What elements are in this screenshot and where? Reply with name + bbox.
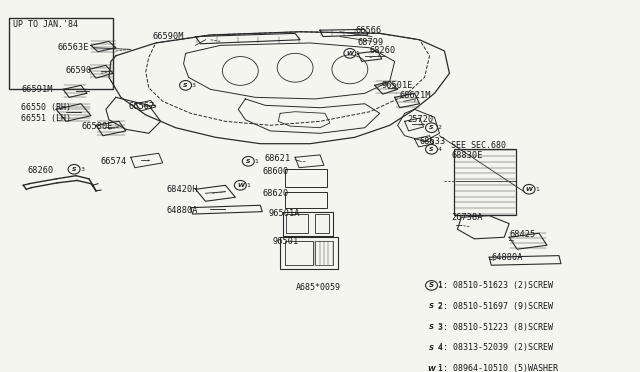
Text: 1: 08510-51623 (2)SCREW: 1: 08510-51623 (2)SCREW <box>438 281 554 290</box>
Text: 26738A: 26738A <box>451 213 483 222</box>
Text: 68620: 68620 <box>262 189 289 198</box>
Text: 66550 (RH): 66550 (RH) <box>21 103 71 112</box>
Text: 4: 08313-52039 (2)SCREW: 4: 08313-52039 (2)SCREW <box>438 343 554 352</box>
Text: 1: 1 <box>535 187 539 192</box>
Text: 64880A: 64880A <box>492 253 523 262</box>
Text: 96501E: 96501E <box>381 81 413 90</box>
Text: 1: 08964-10510 (5)WASHER: 1: 08964-10510 (5)WASHER <box>438 364 559 372</box>
Text: 66563E: 66563E <box>57 43 89 52</box>
Bar <box>285 241 313 265</box>
Text: 66590M: 66590M <box>153 32 184 41</box>
Text: 68799: 68799 <box>358 38 384 48</box>
Text: 2: 2 <box>438 125 442 130</box>
Text: 4: 4 <box>438 147 442 152</box>
Text: 1: 1 <box>438 366 442 372</box>
Text: 96501: 96501 <box>272 237 298 246</box>
Text: 1: 1 <box>246 183 250 188</box>
Text: 3: 3 <box>191 83 196 88</box>
Bar <box>285 192 327 208</box>
Text: SEE SEC.680: SEE SEC.680 <box>451 141 506 150</box>
Text: 68425: 68425 <box>509 230 536 239</box>
Text: S: S <box>429 324 434 330</box>
Text: S: S <box>429 147 434 152</box>
Text: 3: 3 <box>80 167 84 172</box>
Text: 66566: 66566 <box>356 26 382 35</box>
Text: 68260: 68260 <box>28 166 54 175</box>
Text: 3: 3 <box>438 324 442 330</box>
Text: 68600: 68600 <box>262 167 289 176</box>
Text: 68633: 68633 <box>420 137 446 146</box>
Text: 68621: 68621 <box>264 154 291 163</box>
Text: S: S <box>429 345 434 351</box>
Text: 68830E: 68830E <box>451 151 483 160</box>
Text: 66574: 66574 <box>101 157 127 166</box>
Text: W: W <box>237 183 244 188</box>
Bar <box>286 214 308 233</box>
Bar <box>280 237 338 269</box>
Bar <box>285 169 327 187</box>
Bar <box>315 241 333 265</box>
Text: 1: 1 <box>254 159 258 164</box>
Text: 68260: 68260 <box>370 46 396 55</box>
Text: S: S <box>429 125 434 130</box>
Text: 66551 (LH): 66551 (LH) <box>21 113 71 123</box>
Text: UP TO JAN.'84: UP TO JAN.'84 <box>13 20 78 29</box>
Text: W: W <box>428 366 435 372</box>
Bar <box>283 212 333 235</box>
Text: 64880A: 64880A <box>166 206 198 215</box>
Text: A685*0059: A685*0059 <box>296 283 340 292</box>
Text: 96501A: 96501A <box>268 209 300 218</box>
Text: 66590: 66590 <box>65 67 92 76</box>
Text: 2: 08510-51697 (9)SCREW: 2: 08510-51697 (9)SCREW <box>438 302 554 311</box>
Text: 1: 1 <box>438 282 442 288</box>
Bar <box>454 149 516 215</box>
Text: 66567: 66567 <box>129 102 155 112</box>
Text: S: S <box>246 159 251 164</box>
Text: 1: 1 <box>356 51 360 56</box>
Bar <box>9 18 113 89</box>
Bar <box>315 214 329 233</box>
Text: 68420H: 68420H <box>166 185 198 194</box>
Text: S: S <box>183 83 188 88</box>
Text: S: S <box>429 303 434 309</box>
Text: W: W <box>525 187 532 192</box>
Text: S: S <box>72 167 76 172</box>
Text: 66591M: 66591M <box>21 85 53 94</box>
Text: 66580E: 66580E <box>81 122 113 131</box>
Text: 3: 08510-51223 (8)SCREW: 3: 08510-51223 (8)SCREW <box>438 323 554 331</box>
Text: 25720: 25720 <box>408 115 434 124</box>
Text: S: S <box>429 282 434 288</box>
Text: 2: 2 <box>438 303 442 309</box>
Text: 4: 4 <box>438 345 442 351</box>
Text: W: W <box>346 51 353 56</box>
Text: 68621M: 68621M <box>399 91 431 100</box>
